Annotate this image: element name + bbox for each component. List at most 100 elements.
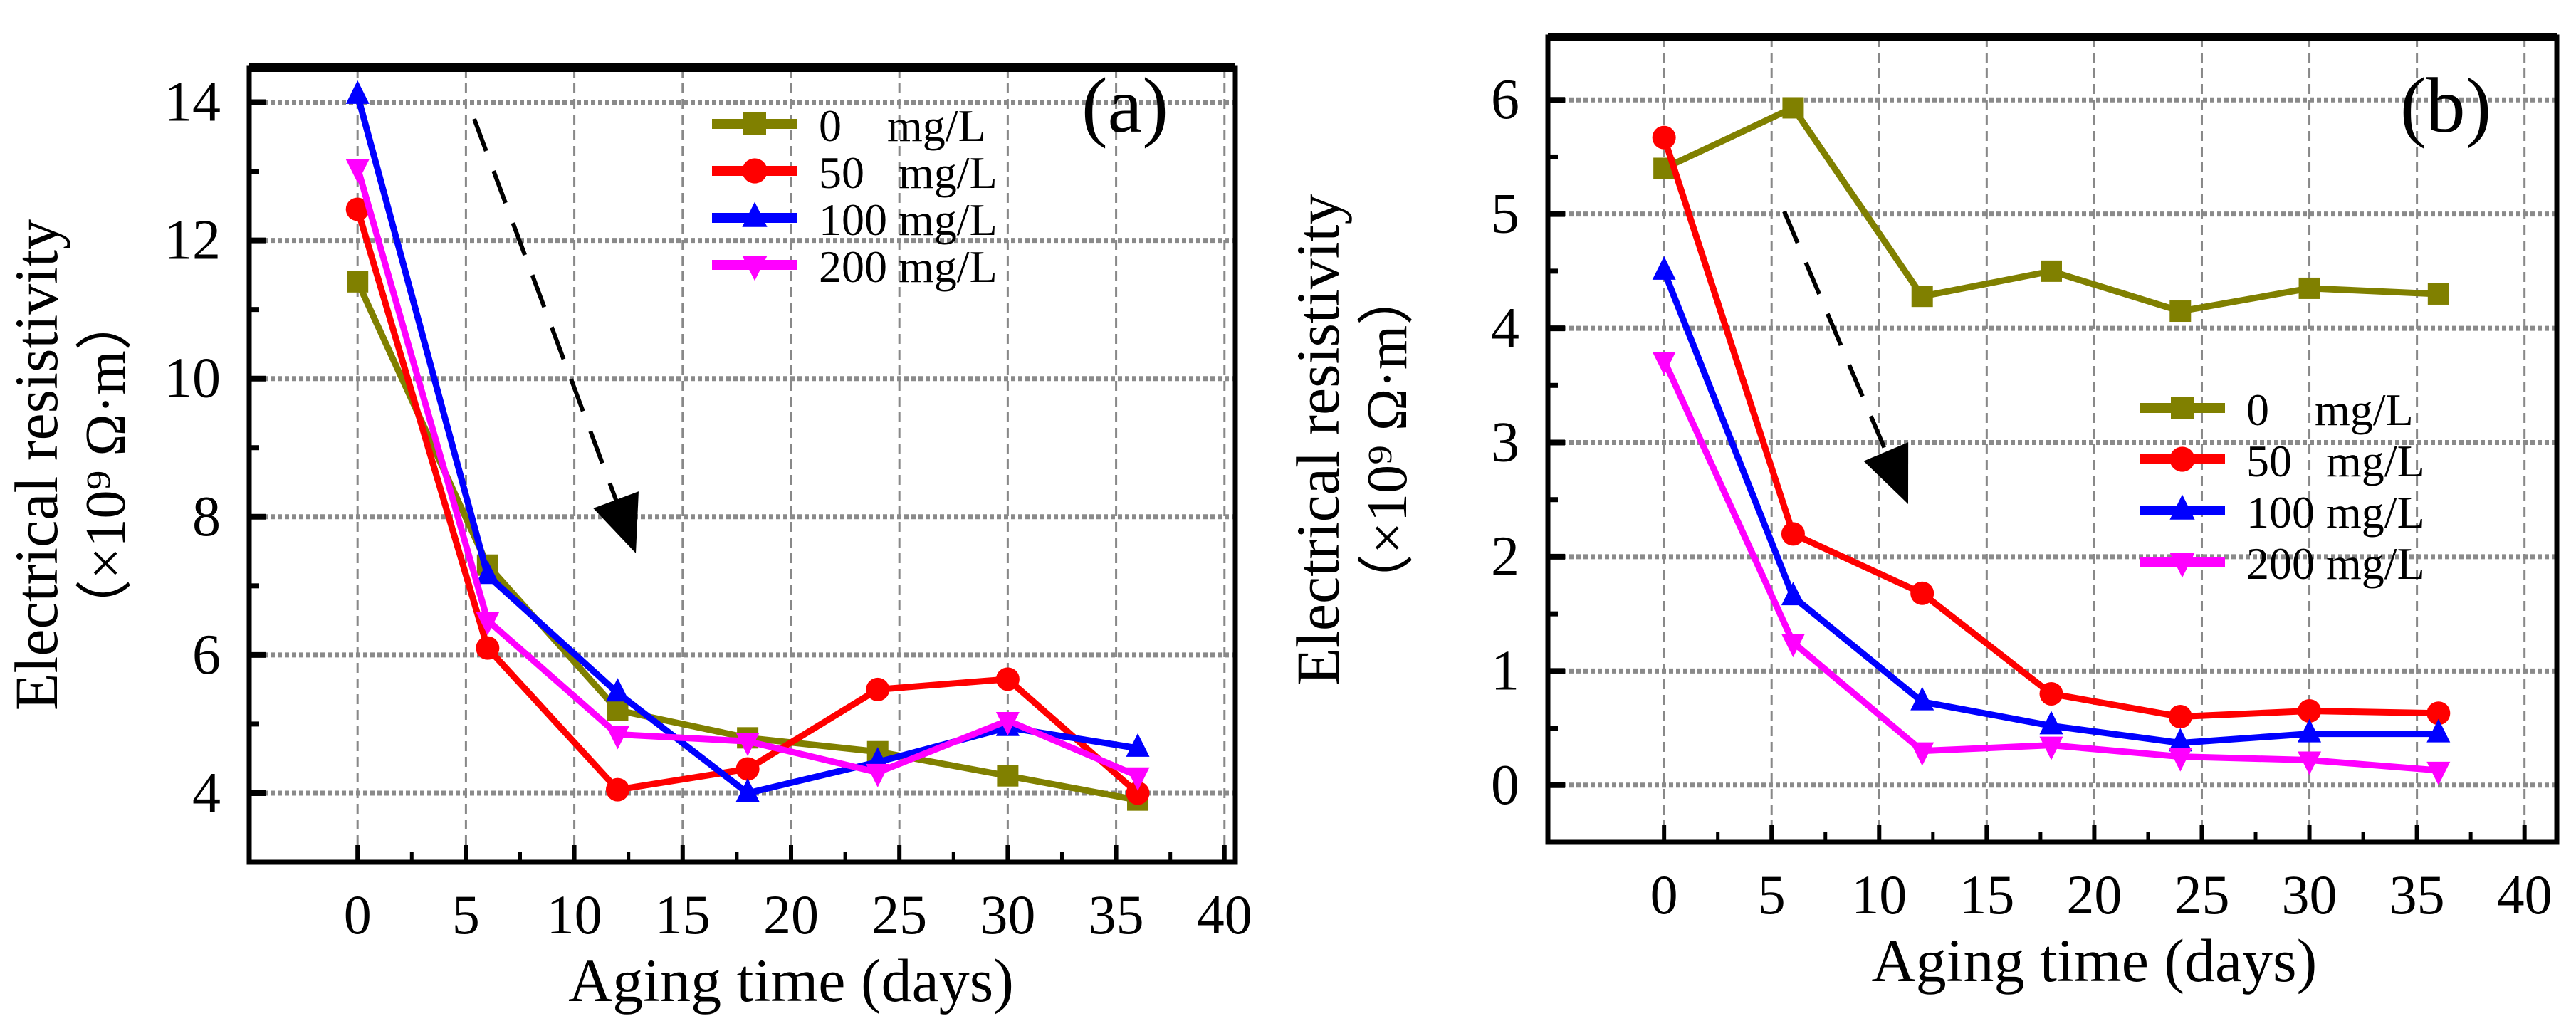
panel-b: 0 5 10 15 20 25 30 35 40 0 1 2 3 4 5 6 0 mg/L50 mg/L100 …: [1284, 33, 2560, 995]
data-point: [1126, 733, 1150, 757]
legend-label: 0 mg/L: [819, 100, 986, 151]
panel-label: (b): [2400, 62, 2491, 149]
x-tick-label: 15: [1959, 864, 2014, 926]
data-point: [997, 765, 1019, 787]
y-tick-label: 2: [1491, 525, 1519, 588]
data-point: [476, 636, 500, 660]
data-point: [2168, 748, 2192, 772]
trend-arrow-head-icon: [1863, 442, 1909, 504]
data-point: [2427, 283, 2449, 305]
x-tick-label: 15: [655, 884, 711, 946]
data-point: [866, 677, 890, 701]
data-point: [1910, 742, 1934, 766]
y-tick-label: 0: [1491, 754, 1519, 817]
data-point: [605, 678, 629, 702]
series-3: [1652, 352, 2451, 785]
data-point: [476, 612, 500, 636]
legend-label: 200 mg/L: [819, 241, 998, 292]
y-axis-unit-label: （×10⁹ Ω·m）: [1356, 268, 1419, 611]
data-point: [1781, 582, 1805, 606]
data-point: [2039, 711, 2063, 735]
y-tick-label: 14: [164, 71, 221, 134]
legend-label: 100 mg/L: [2246, 487, 2425, 538]
data-point: [735, 733, 760, 757]
x-tick-label: 40: [2497, 864, 2553, 926]
data-point: [476, 560, 500, 585]
y-tick-label: 1: [1491, 639, 1519, 702]
x-tick-label: 20: [763, 884, 819, 946]
x-tick-label: 10: [547, 884, 602, 946]
legend-label: 50 mg/L: [2246, 436, 2425, 486]
data-point: [2040, 260, 2062, 282]
legend-item: 100 mg/L: [712, 194, 998, 245]
data-point: [345, 80, 370, 104]
series-3: [345, 159, 1150, 791]
y-tick-label: 5: [1491, 183, 1519, 246]
x-tick-label: 5: [452, 884, 480, 946]
x-tick-label: 5: [1758, 864, 1786, 926]
legend-marker: [2171, 397, 2194, 419]
y-axis-unit-label: （×10⁹ Ω·m）: [75, 293, 137, 636]
legend-item: 0 mg/L: [2140, 384, 2414, 435]
data-point: [1911, 286, 1933, 308]
legend-marker: [742, 256, 768, 281]
legend-marker: [2169, 446, 2195, 472]
x-tick-label: 30: [980, 884, 1035, 946]
legend-item: 200 mg/L: [2140, 538, 2425, 589]
data-point: [605, 726, 629, 750]
data-point: [1652, 352, 1676, 376]
x-tick-label: 40: [1197, 884, 1252, 946]
data-point: [345, 159, 370, 183]
data-point: [1910, 686, 1934, 711]
data-point: [2426, 701, 2451, 726]
data-point: [995, 712, 1020, 736]
legend-item: 200 mg/L: [712, 241, 998, 292]
series-2: [1652, 256, 2451, 752]
x-tick-label: 10: [1851, 864, 1907, 926]
legend-marker: [2169, 553, 2195, 578]
data-point: [347, 271, 369, 293]
data-point: [1652, 125, 1676, 150]
x-tick-label: 0: [1650, 864, 1678, 926]
y-axis-label: Electrical resistivity: [1284, 194, 1352, 685]
data-point: [2169, 300, 2192, 323]
legend-marker: [2169, 494, 2195, 520]
x-tick-label: 30: [2282, 864, 2337, 926]
y-tick-label: 6: [1491, 68, 1519, 131]
panel-label: (a): [1082, 62, 1168, 149]
y-tick-label: 4: [192, 762, 221, 824]
trend-arrow-head-icon: [593, 491, 639, 553]
series-line: [354, 208, 1140, 796]
series-1: [345, 197, 1150, 805]
data-point: [1126, 781, 1150, 805]
data-point: [2039, 681, 2063, 706]
x-tick-label: 20: [2066, 864, 2122, 926]
trend-arrow-line: [1782, 210, 1898, 476]
y-tick-label: 12: [164, 209, 221, 272]
x-tick-label: 35: [2389, 864, 2445, 926]
x-tick-label: 25: [871, 884, 927, 946]
data-point: [735, 777, 760, 802]
data-point: [995, 667, 1020, 691]
data-point: [345, 197, 370, 221]
data-point: [1781, 522, 1805, 546]
data-point: [1126, 767, 1150, 791]
data-point: [2298, 751, 2322, 775]
data-point: [1652, 256, 1676, 280]
legend-label: 200 mg/L: [2246, 538, 2425, 589]
x-tick-label: 25: [2174, 864, 2229, 926]
legend-item: 0 mg/L: [712, 100, 986, 151]
legend-item: 50 mg/L: [2140, 436, 2425, 486]
legend-marker: [742, 201, 768, 227]
data-point: [1782, 97, 1804, 119]
legend-label: 50 mg/L: [819, 147, 998, 198]
data-point: [2168, 728, 2192, 752]
data-point: [1910, 581, 1934, 605]
y-axis-label: Electrical resistivity: [2, 219, 70, 711]
y-tick-label: 3: [1491, 412, 1519, 474]
x-axis-label: Aging time (days): [568, 946, 1014, 1015]
data-point: [2426, 761, 2451, 785]
data-point: [2298, 277, 2320, 299]
